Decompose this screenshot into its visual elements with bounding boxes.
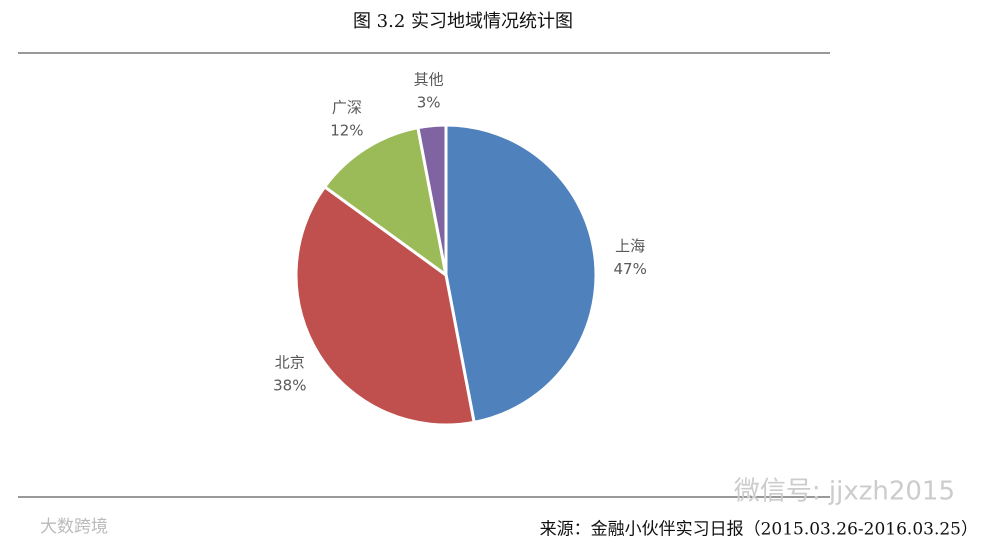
watermark: 大数跨境 xyxy=(40,517,108,537)
value-label: 38% xyxy=(273,377,306,395)
chart-title: 图 3.2 实习地域情况统计图 xyxy=(353,11,573,32)
pie-slice xyxy=(444,123,598,425)
pie-slice xyxy=(322,125,449,279)
slice-label: 北京 xyxy=(275,354,305,372)
pie: 上海 47% 北京 38% 广深 12% 其他 3% xyxy=(273,70,647,427)
pie-slice xyxy=(416,123,448,276)
value-label: 3% xyxy=(417,93,441,111)
watermark: 微信号: jjxzh2015 xyxy=(734,477,955,507)
slice-label: 上海 xyxy=(615,237,645,255)
slice-label: 其他 xyxy=(414,70,444,88)
slice-label: 广深 xyxy=(332,98,362,116)
value-label: 12% xyxy=(330,121,363,139)
source-note: 来源：金融小伙伴实习日报（2015.03.26-2016.03.25） xyxy=(540,520,978,540)
value-label: 47% xyxy=(614,260,647,278)
pie-slice xyxy=(294,184,476,427)
